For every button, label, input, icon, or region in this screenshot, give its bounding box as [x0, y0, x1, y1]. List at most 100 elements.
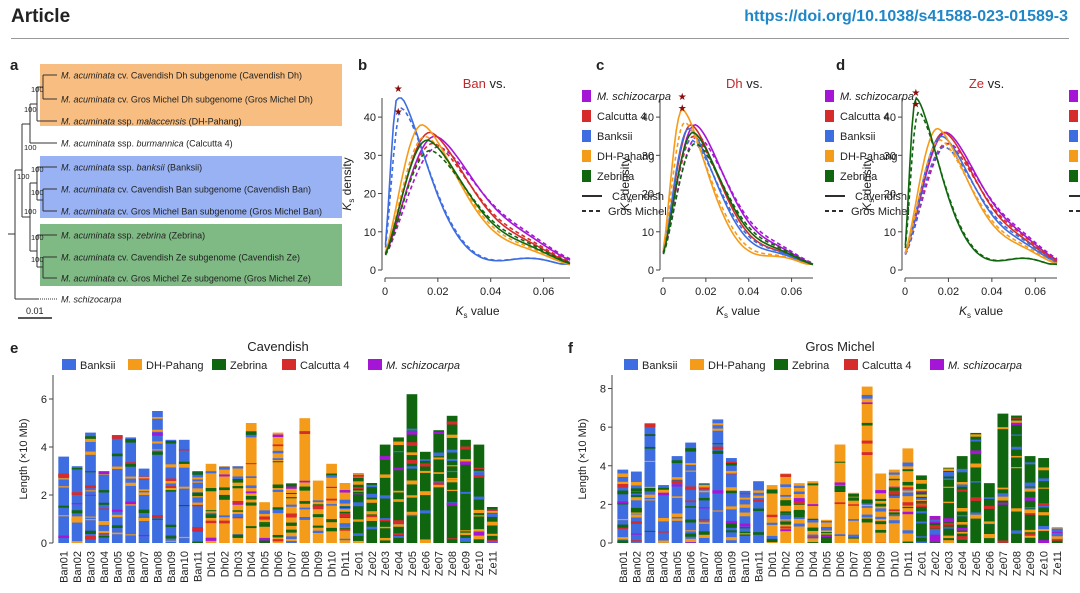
introgression-segment: [617, 524, 629, 528]
introgression-segment: [943, 501, 955, 504]
introgression-segment: [753, 495, 764, 498]
introgression-segment: [943, 522, 955, 526]
introgression-segment: [1038, 478, 1050, 482]
introgression-segment: [406, 430, 418, 435]
introgression-segment: [232, 478, 244, 483]
introgression-segment: [393, 499, 404, 502]
introgression-segment: [393, 533, 404, 536]
chromosome-bar-dh01: [205, 463, 217, 543]
introgression-segment: [339, 490, 351, 493]
x-tick-label: Ban09: [726, 551, 738, 583]
introgression-segment: [446, 458, 458, 461]
x-tick-label: 0.04: [738, 286, 759, 298]
introgression-segment: [165, 524, 177, 528]
introgression-segment: [245, 463, 257, 465]
introgression-segment: [98, 533, 110, 535]
legend-label: M. schizocarpa: [597, 91, 671, 103]
introgression-segment: [875, 503, 887, 507]
introgression-segment: [312, 505, 324, 510]
taxon-label: M. schizocarpa: [61, 295, 122, 305]
introgression-segment: [739, 497, 751, 500]
introgression-segment: [192, 496, 203, 498]
introgression-segment: [339, 538, 351, 541]
chromosome-bar-ban09: [725, 458, 737, 543]
introgression-segment: [353, 486, 364, 489]
introgression-segment: [630, 488, 642, 492]
introgression-segment: [698, 507, 710, 509]
introgression-segment: [970, 439, 982, 442]
introgression-segment: [71, 492, 83, 495]
introgression-segment: [1051, 538, 1063, 541]
introgression-segment: [473, 496, 485, 500]
x-tick-label: Ban01: [59, 551, 71, 583]
introgression-segment: [286, 513, 297, 518]
x-tick-label: Ban08: [713, 551, 725, 583]
introgression-segment: [929, 525, 941, 529]
y-axis-label: Ks density: [618, 157, 634, 210]
introgression-segment: [902, 530, 914, 534]
legend-label: DH-Pahang: [597, 151, 654, 163]
introgression-segment: [205, 488, 217, 492]
introgression-segment: [943, 527, 955, 529]
introgression-segment: [630, 507, 642, 511]
doi-link[interactable]: https://doi.org/10.1038/s41588-023-01589…: [744, 8, 1068, 25]
legend-swatch: [582, 130, 591, 142]
introgression-segment: [1024, 534, 1036, 538]
introgression-segment: [379, 518, 391, 521]
introgression-segment: [1038, 527, 1050, 532]
chromosome-bar-ze06: [419, 451, 431, 543]
introgression-segment: [739, 523, 751, 527]
introgression-segment: [460, 491, 471, 494]
y-tick-label: 40: [642, 112, 654, 124]
legend-swatch: [582, 90, 591, 102]
introgression-segment: [848, 493, 860, 497]
introgression-segment: [406, 466, 418, 469]
introgression-segment: [888, 487, 900, 491]
legend-swatch: [774, 359, 788, 370]
chromosome-bar-ban01: [58, 456, 70, 543]
introgression-segment: [861, 518, 873, 523]
introgression-segment: [630, 497, 642, 501]
x-tick-label: Ze01: [353, 551, 365, 576]
x-tick-label: Ze07: [434, 551, 446, 576]
x-tick-label: Ban04: [659, 551, 671, 583]
introgression-segment: [1038, 540, 1050, 543]
introgression-segment: [630, 492, 642, 494]
legend-label: M. schizocarpa: [948, 360, 1022, 372]
introgression-segment: [1011, 455, 1022, 458]
introgression-segment: [888, 495, 900, 498]
introgression-segment: [834, 534, 846, 537]
density-line-dh-pahang-gros-michel: [904, 139, 1058, 265]
introgression-segment: [419, 539, 431, 543]
introgression-segment: [617, 483, 629, 488]
x-tick-label: 0.02: [427, 286, 448, 298]
x-tick-label: 0.04: [981, 286, 1002, 298]
legend-label: Banksii: [597, 131, 632, 143]
introgression-segment: [406, 495, 418, 498]
chromosome-bar-dh10: [888, 469, 900, 543]
legend-swatch: [128, 359, 142, 370]
introgression-segment: [888, 486, 900, 488]
introgression-segment: [725, 506, 737, 510]
introgression-segment: [125, 462, 137, 464]
introgression-segment: [178, 461, 190, 466]
chromosome-bar-dh09: [312, 480, 324, 543]
introgression-segment: [1051, 529, 1063, 533]
introgression-segment: [473, 470, 485, 474]
introgression-segment: [956, 468, 968, 473]
introgression-segment: [644, 494, 656, 498]
ban-clade-highlight: [40, 156, 342, 218]
peak-star-marker: ★: [678, 103, 687, 114]
introgression-segment: [165, 464, 177, 468]
introgression-segment: [406, 480, 418, 485]
introgression-segment: [630, 540, 642, 542]
x-tick-label: Dh08: [862, 551, 874, 577]
chromosome-bar-dh07: [286, 483, 297, 543]
introgression-segment: [286, 529, 297, 533]
chromosome-bar-ze07: [997, 413, 1009, 543]
x-tick-label: Dh05: [260, 551, 272, 577]
x-tick-label: Ze09: [1025, 551, 1037, 576]
legend-label: Zebrina: [840, 171, 878, 183]
x-tick-label: Dh01: [767, 551, 779, 577]
x-tick-label: Ze05: [407, 551, 419, 576]
